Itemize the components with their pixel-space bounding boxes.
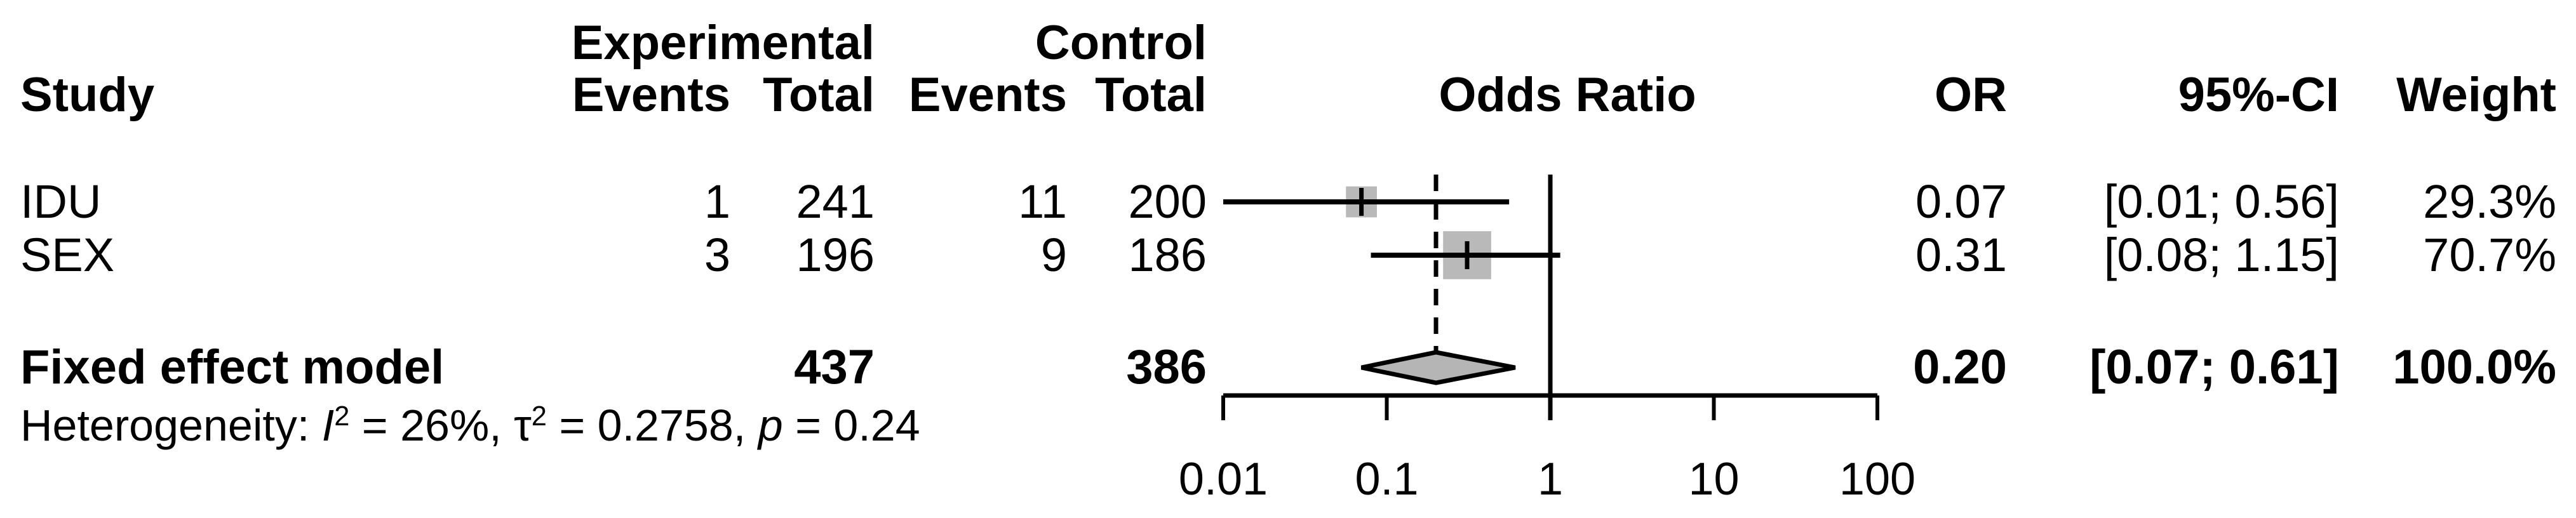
summary-label: Fixed effect model: [20, 340, 445, 394]
study-or: 0.07: [1915, 175, 2007, 228]
study-exp-events: 3: [704, 229, 730, 281]
header-study: Study: [20, 68, 155, 122]
header-exp-events: Events: [572, 68, 730, 122]
header-experimental-group: Experimental: [571, 16, 875, 70]
study-ctrl-total: 200: [1128, 175, 1207, 228]
header-ci: 95%-CI: [2178, 68, 2339, 122]
study-weight: 29.3%: [2423, 175, 2556, 228]
study-ci: [0.08; 1.15]: [2103, 229, 2339, 281]
header-ctrl-total: Total: [1095, 68, 1207, 122]
study-exp-events: 1: [704, 175, 730, 228]
study-exp-total: 241: [796, 175, 875, 228]
study-weight: 70.7%: [2423, 229, 2556, 281]
study-ctrl-events: 9: [1040, 229, 1067, 281]
summary-ctrl-total: 386: [1126, 340, 1207, 394]
study-exp-total: 196: [796, 229, 875, 281]
heterogeneity-tau2-sup: 2: [531, 401, 547, 432]
heterogeneity-p-symbol: p: [758, 401, 783, 450]
study-or: 0.31: [1915, 229, 2007, 281]
summary-exp-total: 437: [794, 340, 875, 394]
study-ctrl-total: 186: [1128, 229, 1207, 281]
heterogeneity-tau2-symbol: τ: [514, 401, 532, 450]
x-axis-tick-label: 10: [1688, 454, 1740, 505]
header-ctrl-events: Events: [908, 68, 1067, 122]
heterogeneity-prefix: Heterogeneity:: [20, 401, 322, 450]
header-control-group: Control: [1035, 16, 1207, 70]
heterogeneity-i2-value: = 26%,: [349, 401, 514, 450]
x-axis-tick-label: 0.01: [1178, 454, 1268, 505]
x-axis-tick-label: 100: [1839, 454, 1916, 505]
study-ci: [0.01; 0.56]: [2103, 175, 2339, 228]
summary-diamond: [1360, 350, 1516, 385]
study-name: IDU: [20, 175, 102, 228]
heterogeneity-tau2-value: = 0.2758,: [546, 401, 758, 450]
header-exp-total: Total: [763, 68, 875, 122]
header-odds-ratio: Odds Ratio: [1439, 68, 1696, 122]
x-axis-tick-label: 1: [1537, 454, 1564, 505]
x-axis-tick-label: 0.1: [1355, 454, 1419, 505]
summary-weight: 100.0%: [2392, 340, 2556, 394]
heterogeneity-i2-sup: 2: [334, 401, 350, 432]
heterogeneity-note: Heterogeneity: I2 = 26%, τ2 = 0.2758, p …: [20, 394, 1418, 457]
header-weight: Weight: [2396, 68, 2556, 122]
heterogeneity-p-value: = 0.24: [782, 401, 920, 450]
summary-or: 0.20: [1913, 340, 2007, 394]
study-name: SEX: [20, 229, 115, 281]
study-ctrl-events: 11: [1018, 175, 1067, 228]
header-or: OR: [1935, 68, 2007, 122]
heterogeneity-i2-symbol: I: [321, 401, 335, 450]
summary-ci: [0.07; 0.61]: [2090, 340, 2339, 394]
